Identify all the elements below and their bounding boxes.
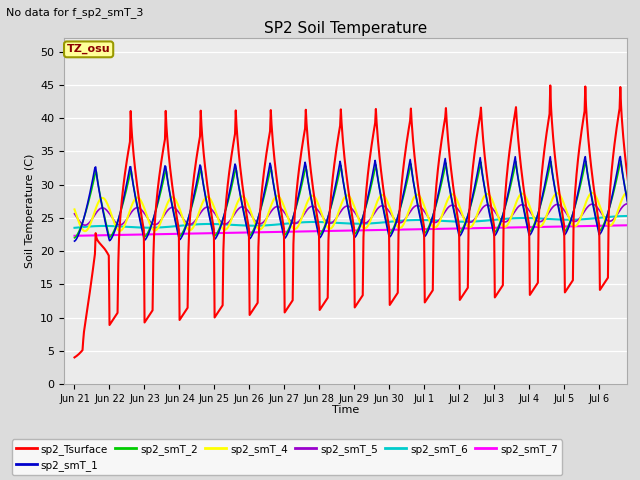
Title: SP2 Soil Temperature: SP2 Soil Temperature bbox=[264, 21, 428, 36]
Text: No data for f_sp2_smT_3: No data for f_sp2_smT_3 bbox=[6, 7, 144, 18]
Legend: sp2_Tsurface, sp2_smT_1, sp2_smT_2, sp2_smT_4, sp2_smT_5, sp2_smT_6, sp2_smT_7: sp2_Tsurface, sp2_smT_1, sp2_smT_2, sp2_… bbox=[12, 439, 563, 475]
X-axis label: Time: Time bbox=[332, 405, 359, 415]
Y-axis label: Soil Temperature (C): Soil Temperature (C) bbox=[24, 154, 35, 268]
Text: TZ_osu: TZ_osu bbox=[67, 44, 111, 55]
